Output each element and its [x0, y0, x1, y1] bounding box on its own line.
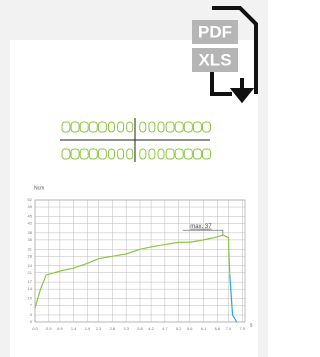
x-tick-label: 7.0	[226, 326, 232, 331]
y-tick-label: 24	[28, 263, 33, 268]
pdf-label: PDF	[198, 22, 232, 41]
y-tick-label: 14	[28, 286, 33, 291]
y-tick-label: 10	[28, 296, 33, 301]
y-tick-label: 42	[28, 221, 33, 226]
screen: PDF XLS Ncm s 03710141721242831353842454…	[0, 0, 268, 357]
x-tick-label: 4.2	[148, 326, 154, 331]
y-tick-label: 45	[28, 213, 33, 218]
x-tick-label: 2.3	[96, 326, 102, 331]
x-tick-label: 0.5	[46, 326, 52, 331]
x-tick-label: 0.0	[32, 326, 38, 331]
y-tick-label: 31	[28, 246, 33, 251]
x-tick-label: 0.9	[57, 326, 63, 331]
page	[10, 40, 258, 357]
y-tick-label: 21	[28, 270, 33, 275]
y-tick-label: 17	[28, 279, 33, 284]
x-tick-label: 6.1	[201, 326, 207, 331]
x-tick-label: 7.5	[239, 326, 245, 331]
x-tick-label: 4.7	[162, 326, 168, 331]
y-tick-label: 49	[28, 204, 33, 209]
x-tick-label: 6.6	[215, 326, 221, 331]
y-tick-label: 28	[28, 253, 33, 258]
xls-label: XLS	[198, 50, 231, 69]
x-tick-label: 5.6	[187, 326, 193, 331]
x-tick-label: 3.3	[123, 326, 129, 331]
max-annotation: max. 37	[190, 224, 212, 230]
y-tick-label: 35	[28, 237, 33, 242]
x-tick-label: 1.9	[85, 326, 91, 331]
x-tick-label: 1.4	[71, 326, 77, 331]
x-tick-label: 5.2	[176, 326, 182, 331]
y-tick-label: 38	[28, 230, 33, 235]
y-axis-label: Ncm	[34, 185, 44, 191]
x-tick-label: 3.8	[137, 326, 143, 331]
x-tick-label: 2.8	[110, 326, 116, 331]
y-tick-label: 52	[28, 197, 33, 202]
